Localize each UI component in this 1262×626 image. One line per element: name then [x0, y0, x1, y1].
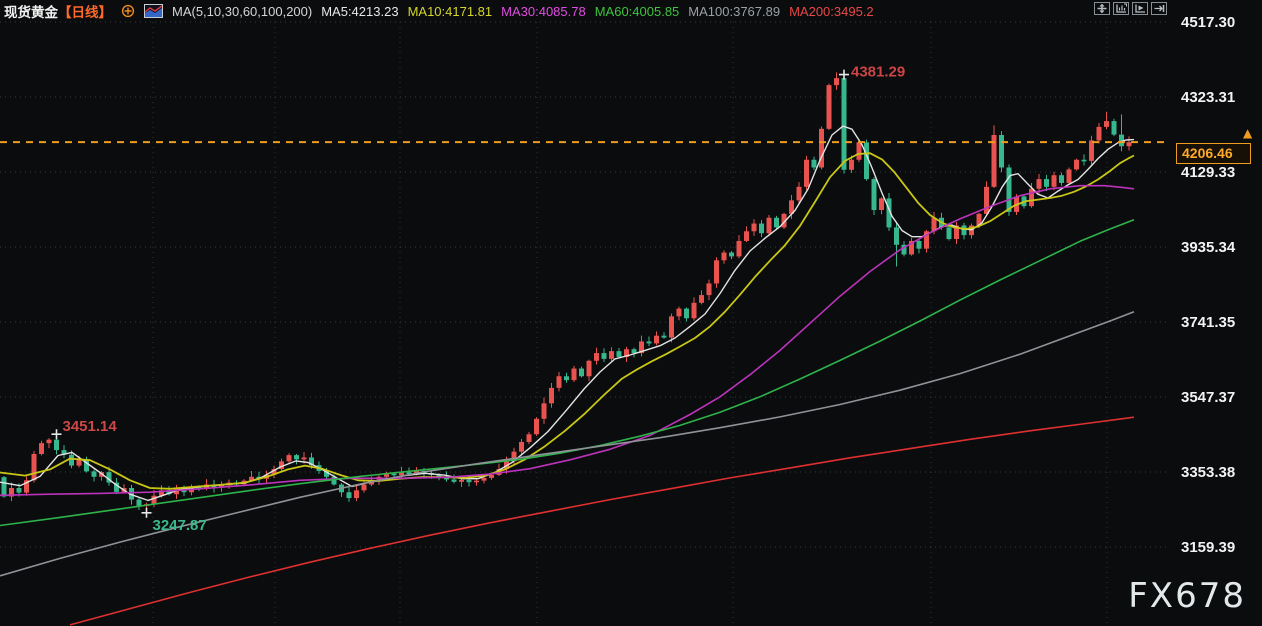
go-to-latest-button[interactable] — [1151, 2, 1167, 15]
ma-line-ma200 — [69, 416, 1135, 626]
y-tick-3159.39: 3159.39 — [1181, 539, 1235, 556]
annotation-3451.14: 3451.14 — [63, 418, 118, 435]
ma-group-label: MA(5,10,30,60,100,200) — [172, 3, 313, 19]
playback-button[interactable] — [1132, 2, 1148, 15]
y-tick-3741.35: 3741.35 — [1181, 314, 1235, 331]
ma-line-ma60 — [0, 218, 1135, 527]
last-price-label: 4206.46 — [1176, 143, 1251, 164]
ma-line-ma10 — [0, 152, 1135, 490]
y-tick-4323.31: 4323.31 — [1181, 89, 1235, 106]
candles-layer — [1, 72, 1132, 513]
markers-layer: 3451.14 3247.87 4381.29 — [51, 64, 905, 534]
fx678-watermark: FX678 — [1128, 576, 1246, 616]
layout-add-button[interactable] — [1094, 2, 1110, 15]
y-tick-3353.38: 3353.38 — [1181, 464, 1235, 481]
ma-line-ma30 — [0, 184, 1135, 497]
chart-toolbar — [1094, 2, 1167, 15]
ma30-value: MA30:4085.78 — [501, 3, 586, 19]
annotation-3247.87: 3247.87 — [153, 517, 207, 534]
ma100-value: MA100:3767.89 — [688, 3, 781, 19]
ma10-value: MA10:4171.81 — [407, 3, 493, 19]
y-tick-4517.30: 4517.30 — [1181, 14, 1235, 31]
mini-chart-icon[interactable] — [144, 4, 163, 18]
annotation-4381.29: 4381.29 — [851, 64, 905, 81]
y-tick-3547.37: 3547.37 — [1181, 389, 1235, 406]
period-tag: 【日线】 — [58, 4, 112, 20]
ma60-value: MA60:4005.85 — [594, 3, 680, 19]
symbol-title: 现货黄金 — [4, 4, 58, 20]
y-tick-3935.34: 3935.34 — [1181, 239, 1236, 256]
ma-lines-layer — [0, 125, 1135, 626]
indicator-settings-icon[interactable] — [121, 4, 135, 18]
ma200-value: MA200:3495.2 — [789, 3, 874, 19]
ma5-value: MA5:4213.23 — [321, 3, 399, 19]
chart-legend: 现货黄金【日线】 MA(5,10,30,60,100,200) MA5:4213… — [4, 1, 874, 21]
ma-line-ma100 — [0, 310, 1135, 577]
scale-axis-button[interactable] — [1113, 2, 1129, 15]
y-tick-4129.33: 4129.33 — [1181, 164, 1235, 181]
price-up-arrow-icon: ▲ — [1243, 126, 1253, 140]
y-axis-labels: 4517.30 4323.31 4129.33 3935.34 3741.35 3547.… — [1181, 14, 1236, 556]
